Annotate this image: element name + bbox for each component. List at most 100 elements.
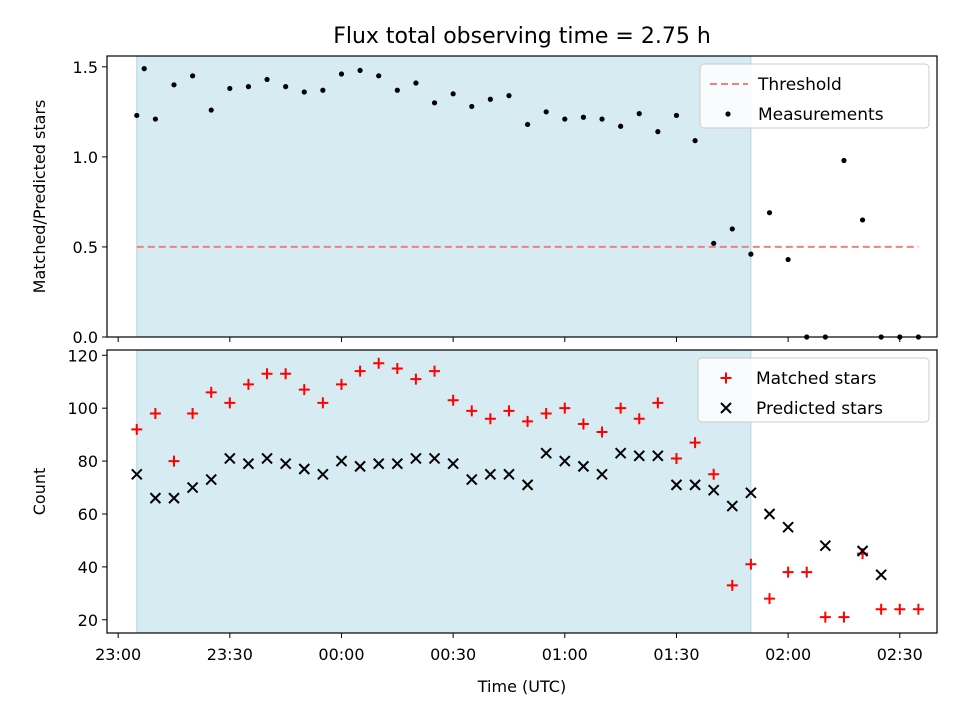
x-tick-label: 00:30 — [430, 645, 476, 664]
matched-point — [764, 593, 776, 605]
matched-point — [633, 413, 645, 425]
predicted-point — [633, 450, 645, 462]
y-tick-label: 1.0 — [73, 148, 98, 167]
matched-point — [205, 386, 217, 398]
matched-point — [652, 397, 664, 409]
y-tick-label: 100 — [67, 399, 98, 418]
measurement-point — [618, 123, 624, 129]
x-tick-label: 01:30 — [653, 645, 699, 664]
measurement-point — [141, 66, 147, 72]
matched-point — [894, 603, 906, 615]
x-tick-label: 23:30 — [207, 645, 253, 664]
y-tick-label: 60 — [78, 505, 98, 524]
y-tick-label: 0.5 — [73, 238, 98, 257]
matched-point — [242, 378, 254, 390]
y-tick-label: 40 — [78, 558, 98, 577]
x-tick-label: 02:30 — [877, 645, 923, 664]
predicted-point — [372, 458, 385, 470]
legend-box — [699, 63, 930, 129]
measurement-point — [562, 116, 568, 122]
predicted-point — [447, 458, 459, 470]
measurement-point — [413, 80, 419, 86]
matched-point — [875, 603, 887, 615]
matched-point — [298, 384, 310, 396]
predicted-point — [726, 500, 738, 512]
measurement-point — [469, 103, 475, 110]
legend-label: Predicted stars — [756, 399, 883, 419]
matched-point — [280, 368, 292, 380]
matched-point — [335, 378, 347, 390]
measurement-point — [376, 73, 382, 79]
matched-point — [522, 415, 534, 427]
matched-point — [187, 407, 199, 419]
measurement-point — [171, 82, 177, 88]
measurement-point — [152, 116, 158, 122]
matched-point — [596, 426, 608, 438]
matched-point — [447, 394, 459, 406]
predicted-point — [466, 473, 478, 486]
measurement-point — [841, 157, 847, 164]
matched-point — [726, 579, 738, 591]
predicted-point — [540, 447, 552, 459]
predicted-point — [707, 484, 720, 496]
predicted-point — [559, 455, 571, 467]
matched-point — [410, 373, 422, 385]
predicted-point — [335, 455, 348, 467]
measurement-point — [245, 84, 252, 90]
matched-point — [615, 402, 627, 414]
predicted-point — [186, 481, 199, 494]
matched-point — [912, 603, 924, 615]
matched-point — [819, 611, 831, 623]
predicted-point — [782, 521, 794, 533]
measurement-point — [283, 84, 289, 90]
predicted-point — [391, 458, 404, 470]
measurement-point — [766, 210, 773, 216]
y-tick-label: 120 — [67, 346, 98, 365]
x-axis-label: Time (UTC) — [477, 677, 566, 696]
predicted-point — [503, 468, 515, 481]
predicted-point — [261, 452, 273, 465]
predicted-point — [577, 460, 590, 473]
y-axis-label: Count — [30, 468, 49, 516]
predicted-point — [521, 479, 534, 491]
measurement-point — [655, 129, 661, 135]
matched-point — [782, 566, 794, 578]
y-tick-label: 80 — [78, 452, 98, 471]
matched-point — [670, 452, 682, 464]
predicted-point — [428, 452, 441, 465]
matched-point — [224, 397, 236, 409]
predicted-point — [242, 458, 255, 470]
predicted-point — [763, 508, 776, 520]
predicted-point — [131, 468, 143, 481]
measurement-point — [673, 112, 680, 119]
matched-point — [745, 558, 757, 570]
matched-point — [801, 566, 813, 578]
predicted-point — [298, 463, 310, 475]
measurement-point — [208, 107, 214, 113]
measurement-point — [264, 76, 270, 83]
matched-point — [354, 365, 366, 377]
ratio-panel: 0.0 0.5 1.0 1.5 Matched/Predicted stars Thres… — [30, 55, 938, 347]
y-tick-label: 20 — [78, 611, 98, 630]
measurement-point — [692, 138, 698, 144]
measurement-point — [599, 116, 605, 122]
predicted-point — [484, 468, 497, 481]
measurement-point — [785, 256, 791, 263]
predicted-point — [856, 545, 869, 557]
predicted-point — [689, 479, 701, 491]
x-tick-label: 23:00 — [95, 645, 141, 664]
predicted-point — [224, 452, 236, 465]
x-tick-label: 02:00 — [765, 645, 811, 664]
measurement-point — [859, 217, 866, 223]
legend-measurement-swatch — [725, 111, 731, 117]
predicted-point — [410, 452, 422, 465]
predicted-point — [614, 447, 627, 459]
measurement-point — [580, 114, 587, 120]
matched-point — [577, 418, 589, 430]
predicted-point — [670, 479, 683, 491]
predicted-point — [596, 468, 608, 481]
legend-label: Threshold — [757, 75, 842, 95]
matched-point — [131, 423, 143, 435]
matched-point — [391, 363, 403, 375]
predicted-point — [168, 492, 180, 504]
